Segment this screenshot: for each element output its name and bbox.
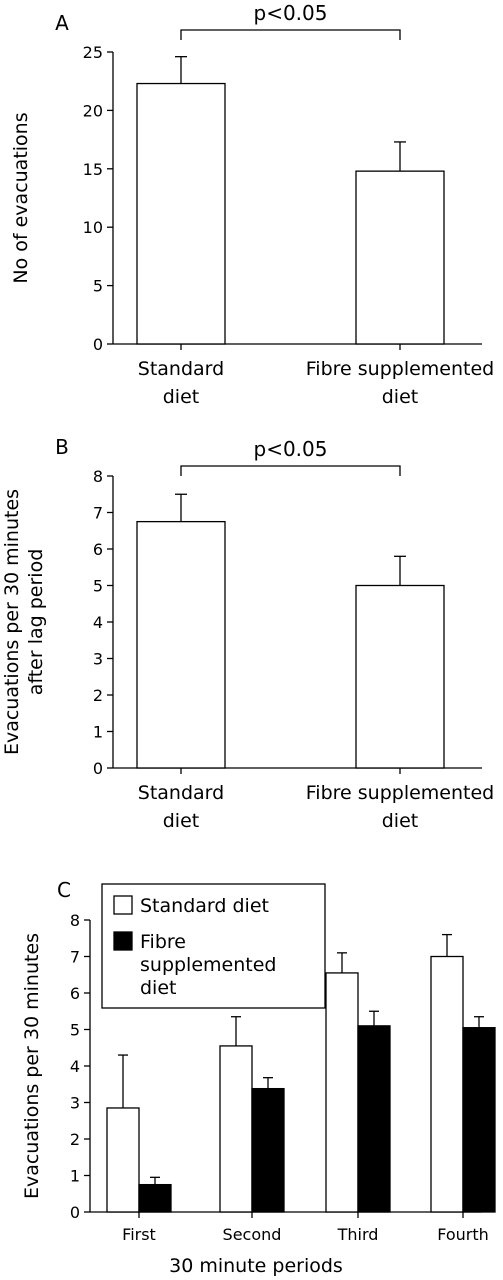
x-tick-label: Fibre supplemented [306,782,494,804]
y-tick-label: 0 [70,1203,80,1222]
legend-box [101,883,326,1009]
significance-bracket [180,465,401,476]
y-axis-label: after lag period [25,549,47,696]
significance-label: p<0.05 [254,437,328,461]
panel-letter-c: C [57,878,71,902]
panel-letter-a: A [55,11,69,35]
x-tick-label: diet [163,810,199,832]
legend-swatch [113,895,133,915]
y-tick-label: 8 [70,911,80,930]
legend-label: Fibre [140,931,186,953]
panel-letter-b: B [55,435,69,459]
y-tick-label: 2 [70,1130,80,1149]
x-tick-label: Standard [138,358,224,380]
y-tick-label: 25 [83,43,103,62]
y-tick-label: 15 [83,160,103,179]
bar [462,1027,496,1213]
legend-label: supplemented [140,954,276,976]
x-axis-label: 30 minute periods [169,1255,343,1277]
legend-swatch [113,931,133,951]
y-axis-label-group: No of evacuations [10,112,32,283]
y-tick-label: 3 [93,650,103,669]
y-tick-label: 5 [93,277,103,296]
x-tick-label: Fourth [437,1225,489,1244]
y-tick-label: 0 [93,759,103,778]
y-tick-label: 7 [93,504,103,523]
y-tick-label: 2 [93,686,103,705]
bar [357,1025,391,1213]
y-axis-label: No of evacuations [10,112,32,283]
y-tick-label: 4 [70,1057,80,1076]
y-tick-label: 0 [93,335,103,354]
x-tick-label: First [122,1225,156,1244]
bar [136,82,226,345]
bar [136,520,226,769]
bar [138,1183,172,1213]
bar [355,170,445,345]
legend-label: Standard diet [140,895,269,917]
y-tick-label: 10 [83,218,103,237]
bar [430,955,464,1213]
bar [251,1087,285,1213]
x-tick-label: Third [337,1225,379,1244]
y-tick-label: 20 [83,101,103,120]
y-tick-label: 6 [70,984,80,1003]
x-tick-label: Standard [138,782,224,804]
x-tick-label: Second [223,1225,282,1244]
bar [219,1045,253,1213]
bar [106,1107,140,1213]
x-tick-label: diet [382,386,418,408]
y-tick-label: 1 [70,1167,80,1186]
y-axis-label: Evacuations per 30 minutes [1,489,23,755]
x-tick-label: diet [382,810,418,832]
x-tick-label: Fibre supplemented [306,358,494,380]
significance-bracket [180,29,401,40]
y-tick-label: 7 [70,948,80,967]
y-tick-label: 5 [93,577,103,596]
y-axis-label-group: Evacuations per 30 minutes [21,933,43,1199]
y-tick-label: 3 [70,1094,80,1113]
y-axis-label: Evacuations per 30 minutes [21,933,43,1199]
y-tick-label: 4 [93,613,103,632]
bar [325,972,359,1213]
y-axis-label-group: Evacuations per 30 minutes after lag peri… [1,489,47,755]
bar [355,584,445,769]
y-tick-label: 8 [93,467,103,486]
legend-label: diet [140,977,176,999]
y-tick-label: 1 [93,723,103,742]
significance-label: p<0.05 [254,1,328,25]
x-tick-label: diet [163,386,199,408]
y-tick-label: 5 [70,1021,80,1040]
y-tick-label: 6 [93,540,103,559]
